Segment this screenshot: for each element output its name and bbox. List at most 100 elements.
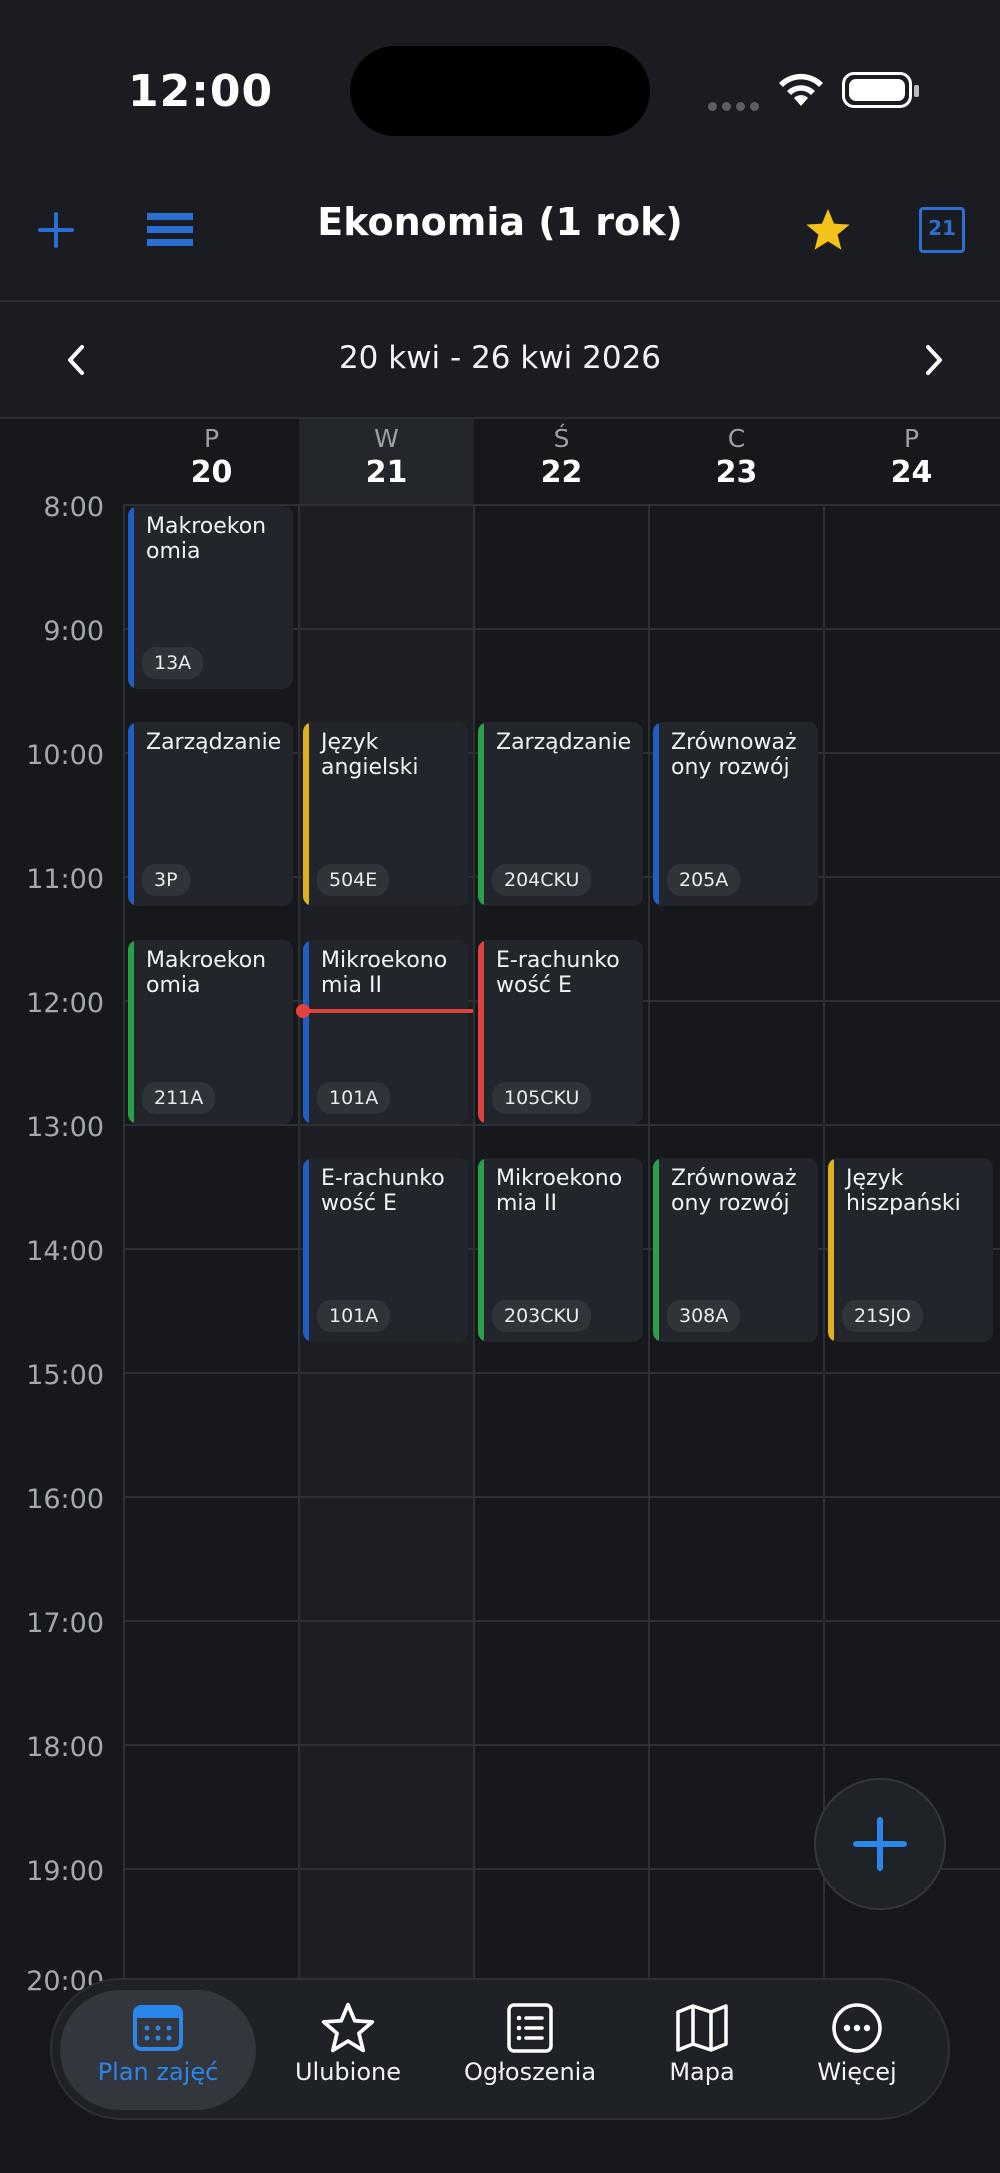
day-header-fri[interactable]: P 24 bbox=[824, 419, 999, 504]
class-event[interactable]: Zrównoważ ony rozwój 308A bbox=[653, 1158, 818, 1342]
hour-gridline bbox=[124, 1372, 1000, 1374]
event-room-badge: 308A bbox=[667, 1300, 741, 1332]
signal-icon bbox=[708, 96, 764, 115]
class-event[interactable]: Zrównoważ ony rozwój 205A bbox=[653, 722, 818, 906]
day-of-week: P bbox=[203, 424, 220, 453]
day-gridline bbox=[298, 504, 300, 1979]
event-color-bar bbox=[478, 1158, 484, 1342]
hour-label: 12:00 bbox=[26, 988, 104, 1019]
hour-label: 16:00 bbox=[26, 1484, 104, 1515]
star-outline-icon bbox=[268, 2002, 428, 2054]
hour-gridline bbox=[124, 1620, 1000, 1622]
battery-icon bbox=[842, 72, 919, 108]
event-room-badge: 21SJO bbox=[842, 1300, 923, 1332]
hour-gridline bbox=[124, 1744, 1000, 1746]
event-color-bar bbox=[128, 940, 134, 1124]
tab-favorites[interactable]: Ulubione bbox=[268, 1990, 428, 2110]
event-color-bar bbox=[303, 722, 309, 906]
tab-announcements[interactable]: Ogłoszenia bbox=[440, 1990, 620, 2110]
hour-label: 17:00 bbox=[26, 1608, 104, 1639]
event-title: E-rachunko wość E bbox=[321, 1166, 445, 1216]
event-title: Zarządzanie bbox=[146, 730, 282, 755]
status-time: 12:00 bbox=[128, 66, 274, 117]
status-bar: 12:00 bbox=[0, 0, 1000, 160]
next-week-chevron-icon[interactable] bbox=[894, 320, 974, 400]
class-event[interactable]: Mikroekono mia II 101A bbox=[303, 940, 468, 1124]
bottom-tab-bar: Plan zajęć Ulubione Ogłoszenia Mapa bbox=[50, 1978, 950, 2120]
day-gridline bbox=[473, 504, 475, 1979]
day-number: 23 bbox=[715, 455, 758, 490]
hour-label: 18:00 bbox=[26, 1732, 104, 1763]
event-color-bar bbox=[128, 722, 134, 906]
add-icon[interactable] bbox=[16, 190, 96, 270]
day-number: 24 bbox=[890, 455, 933, 490]
event-room-badge: 205A bbox=[667, 864, 741, 896]
tab-more[interactable]: Więcej bbox=[782, 1990, 932, 2110]
class-event[interactable]: Makroekon omia 211A bbox=[128, 940, 293, 1124]
event-title: Makroekon omia bbox=[146, 948, 267, 998]
favorite-star-icon[interactable] bbox=[788, 190, 868, 270]
event-color-bar bbox=[303, 940, 309, 1124]
day-header-wed[interactable]: Ś 22 bbox=[474, 419, 649, 504]
event-room-badge: 211A bbox=[142, 1082, 216, 1114]
prev-week-chevron-icon[interactable] bbox=[36, 320, 116, 400]
event-room-badge: 3P bbox=[142, 864, 190, 896]
calendar-today-button[interactable]: 21 bbox=[902, 190, 982, 270]
hour-gridline bbox=[124, 504, 1000, 506]
tab-map[interactable]: Mapa bbox=[632, 1990, 772, 2110]
event-title: Język hiszpański bbox=[846, 1166, 961, 1216]
tab-label: Plan zajęć bbox=[97, 2058, 219, 2086]
hour-label: 19:00 bbox=[26, 1856, 104, 1887]
class-event[interactable]: Zarządzanie 3P bbox=[128, 722, 293, 906]
event-title: Makroekon omia bbox=[146, 514, 267, 564]
class-event[interactable]: Makroekon omia 13A bbox=[128, 506, 293, 689]
class-event[interactable]: Język angielski 504E bbox=[303, 722, 468, 906]
class-event[interactable]: E-rachunko wość E 101A bbox=[303, 1158, 468, 1342]
tab-label: Ulubione bbox=[294, 2058, 401, 2086]
hour-gridline bbox=[124, 1868, 1000, 1870]
schedule-grid: 8:00 9:00 10:00 11:00 12:00 13:00 14:00 … bbox=[0, 492, 1000, 1997]
calendar-icon bbox=[60, 2002, 256, 2054]
class-event[interactable]: E-rachunko wość E 105CKU bbox=[478, 940, 643, 1124]
event-title: Zrównoważ ony rozwój bbox=[671, 1166, 797, 1216]
day-of-week: W bbox=[374, 424, 399, 453]
event-room-badge: 105CKU bbox=[492, 1082, 592, 1114]
event-title: Język angielski bbox=[321, 730, 419, 780]
week-navigation: 20 kwi - 26 kwi 2026 bbox=[0, 302, 1000, 419]
event-room-badge: 101A bbox=[317, 1082, 391, 1114]
hour-gridline bbox=[124, 628, 1000, 630]
menu-icon[interactable] bbox=[130, 190, 210, 270]
tab-plan[interactable]: Plan zajęć bbox=[60, 1990, 256, 2110]
map-icon bbox=[632, 2002, 772, 2054]
class-event[interactable]: Zarządzanie 204CKU bbox=[478, 722, 643, 906]
class-event[interactable]: Język hiszpański 21SJO bbox=[828, 1158, 993, 1342]
hour-gridline bbox=[124, 1496, 1000, 1498]
day-header-tue[interactable]: W 21 bbox=[299, 419, 474, 504]
day-number: 22 bbox=[540, 455, 583, 490]
dynamic-island bbox=[350, 46, 650, 136]
day-header-thu[interactable]: C 23 bbox=[649, 419, 824, 504]
hour-gridline bbox=[124, 1124, 1000, 1126]
add-event-button[interactable] bbox=[814, 1778, 946, 1910]
class-event[interactable]: Mikroekono mia II 203CKU bbox=[478, 1158, 643, 1342]
tab-label: Więcej bbox=[817, 2058, 897, 2086]
day-number: 21 bbox=[365, 455, 408, 490]
day-number: 20 bbox=[190, 455, 233, 490]
tab-label: Mapa bbox=[669, 2058, 735, 2086]
event-title: Zrównoważ ony rozwój bbox=[671, 730, 797, 780]
app-header: Ekonomia (1 rok) 21 bbox=[0, 160, 1000, 302]
more-icon bbox=[782, 2002, 932, 2054]
event-color-bar bbox=[653, 1158, 659, 1342]
event-color-bar bbox=[828, 1158, 834, 1342]
calendar-today-day: 21 bbox=[928, 216, 956, 240]
day-gridline bbox=[648, 504, 650, 1979]
event-room-badge: 13A bbox=[142, 647, 204, 679]
hour-label: 14:00 bbox=[26, 1236, 104, 1267]
event-room-badge: 203CKU bbox=[492, 1300, 592, 1332]
day-of-week: Ś bbox=[553, 424, 570, 453]
wifi-icon bbox=[776, 70, 826, 112]
week-range: 20 kwi - 26 kwi 2026 bbox=[338, 340, 662, 376]
day-header-mon[interactable]: P 20 bbox=[124, 419, 299, 504]
day-headers: P 20 W 21 Ś 22 C 23 P 24 bbox=[0, 419, 1000, 504]
hour-label: 11:00 bbox=[26, 864, 104, 895]
